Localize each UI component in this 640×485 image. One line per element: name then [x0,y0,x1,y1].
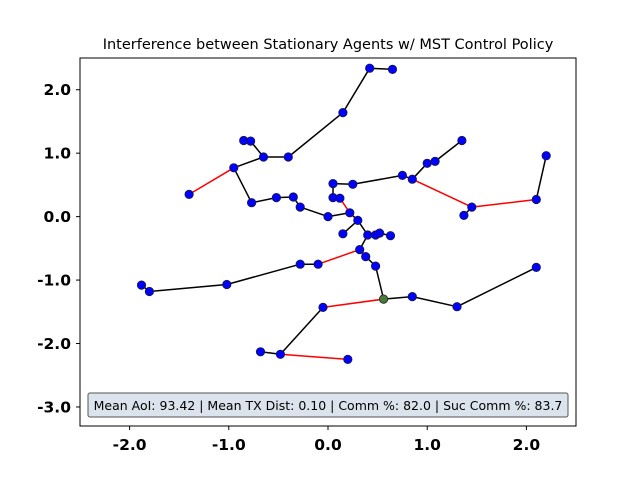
mst-link [226,263,301,286]
agent-point [246,136,256,146]
agent-point [355,245,365,255]
mst-link [352,174,403,186]
y-tick-label: -3.0 [37,398,71,416]
agent-point [407,174,417,184]
agent-point [343,354,353,364]
mst-link [434,139,463,162]
agent-point [288,192,298,202]
agent-point [247,198,257,208]
agent-point [295,259,305,269]
agent-point [430,156,440,166]
x-tick-label: 0.0 [314,436,342,454]
agent-point [385,231,396,241]
interference-link [322,298,384,309]
agent-point [318,302,328,312]
agent-point [531,262,541,272]
agent-point [229,163,239,173]
plot-area [80,58,576,426]
agent-point [363,230,373,240]
agent-point [387,64,398,75]
mst-link [287,112,344,158]
agent-point [295,202,305,212]
agent-point [467,202,477,212]
agent-point [136,280,147,290]
interference-link [188,167,235,196]
y-axis: 2.0 1.0 0.0 -1.0 -2.0 -3.0 [37,81,80,416]
mst-link [383,295,413,300]
agent-point [184,189,194,199]
agent-point [345,208,355,218]
agent-point [271,193,281,203]
agent-point [275,349,285,359]
agent-point [328,179,338,189]
x-tick-label: 2.0 [513,436,541,454]
mst-link [233,156,264,169]
agent-point [338,229,348,239]
agent-point [313,259,323,269]
agent-point [144,286,154,297]
agent-point [452,302,462,312]
mst-link [149,283,227,293]
y-tick-label: -2.0 [37,335,71,353]
chart-title: Interference between Stationary Agents w… [103,37,554,53]
y-tick-label: 2.0 [44,81,72,99]
agent-point [531,194,541,205]
x-tick-label: -2.0 [113,436,147,454]
agent-point [407,291,417,302]
agent-point [338,108,348,118]
agent-point [397,170,407,180]
agent-point [422,158,432,168]
interference-link [280,353,348,361]
mst-link [233,167,253,204]
agent-point [323,212,333,222]
mst-link [412,295,458,308]
mst-link [535,155,547,200]
agent-point [457,135,467,146]
highlighted-agent-point [378,294,389,304]
stats-text: Mean AoI: 93.42 | Mean TX Dist: 0.10 | C… [94,398,563,413]
stats-box-background [87,392,569,418]
stats-box: Mean AoI: 93.42 | Mean TX Dist: 0.10 | C… [87,392,569,418]
mst-link [279,306,324,355]
x-tick-label: 1.0 [413,436,441,454]
agent-point [255,347,266,357]
agent-point [283,152,293,162]
mst-link [374,265,385,300]
agent-point [335,193,345,203]
mst-link [342,67,371,113]
agent-point [222,279,232,290]
agents-layer [136,63,551,364]
agent-point [459,210,469,220]
interference-link [471,198,537,208]
y-tick-label: -1.0 [37,272,71,290]
mst-link [456,266,537,308]
x-axis: -2.0 -1.0 0.0 1.0 2.0 [113,426,541,454]
y-tick-label: 1.0 [44,145,72,163]
agent-point [370,261,381,271]
mst-link [299,206,329,218]
agent-point [361,252,371,262]
interference-link [317,248,360,265]
agent-point [258,152,269,162]
agent-point [365,63,375,73]
x-tick-label: -1.0 [212,436,246,454]
y-tick-label: 0.0 [44,208,72,226]
agent-point [374,228,385,238]
interference-link [411,178,473,208]
agent-point [353,215,363,225]
agent-point [541,151,551,161]
agent-point [348,179,358,189]
